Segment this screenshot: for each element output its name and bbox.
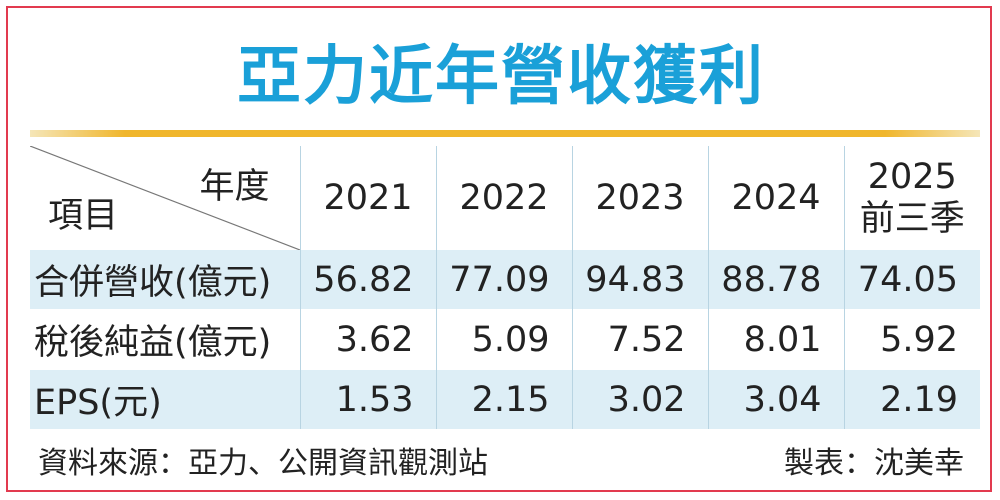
credit-note: 製表：沈美幸 [784, 446, 964, 481]
table-cell: 56.82 [299, 250, 436, 310]
source-note: 資料來源：亞力、公開資訊觀測站 [38, 446, 488, 481]
table-header-row: 年度 項目 2021 2022 2023 2024 2025 前三季 [30, 146, 980, 250]
title-divider [30, 130, 980, 137]
corner-diagonal [30, 146, 300, 250]
table-cell: 88.78 [707, 250, 844, 310]
corner-year-label: 年度 [199, 167, 270, 207]
page-title: 亞力近年營收獲利 [237, 40, 765, 114]
infographic-frame: 亞力近年營收獲利 年度 項目 2021 2022 2023 2024 2025 [6, 6, 992, 492]
table-cell: 8.01 [707, 309, 844, 370]
year-header: 2023 [571, 146, 708, 250]
table-cell: 5.09 [435, 309, 572, 370]
table-cell: 1.53 [299, 369, 436, 429]
table-cell: 3.02 [571, 369, 708, 429]
year-header: 2022 [435, 146, 572, 250]
table-cell: 74.05 [843, 250, 980, 310]
year-header: 2021 [299, 146, 436, 250]
table-cell: 3.04 [707, 369, 844, 429]
table-cell: 94.83 [571, 250, 708, 310]
corner-header: 年度 項目 [30, 146, 300, 250]
table-cell: 3.62 [299, 309, 436, 370]
table-row: EPS(元) 1.53 2.15 3.02 3.04 2.19 [30, 369, 980, 429]
table-row: 合併營收(億元) 56.82 77.09 94.83 88.78 74.05 [30, 250, 980, 310]
table-row: 稅後純益(億元) 3.62 5.09 7.52 8.01 5.92 [30, 309, 980, 370]
year-header: 2025 前三季 [843, 146, 980, 250]
row-label: 稅後純益(億元) [30, 309, 300, 370]
row-label: 合併營收(億元) [30, 250, 300, 310]
revenue-table: 年度 項目 2021 2022 2023 2024 2025 前三季 合併營收(… [30, 146, 980, 429]
table-cell: 77.09 [435, 250, 572, 310]
table-cell: 2.15 [435, 369, 572, 429]
table-cell: 2.19 [843, 369, 980, 429]
corner-item-label: 項目 [48, 196, 119, 236]
year-header: 2024 [707, 146, 844, 250]
partial-year-label: 前三季 [859, 199, 965, 239]
table-cell: 5.92 [843, 309, 980, 370]
row-label: EPS(元) [30, 369, 300, 429]
table-cell: 7.52 [571, 309, 708, 370]
